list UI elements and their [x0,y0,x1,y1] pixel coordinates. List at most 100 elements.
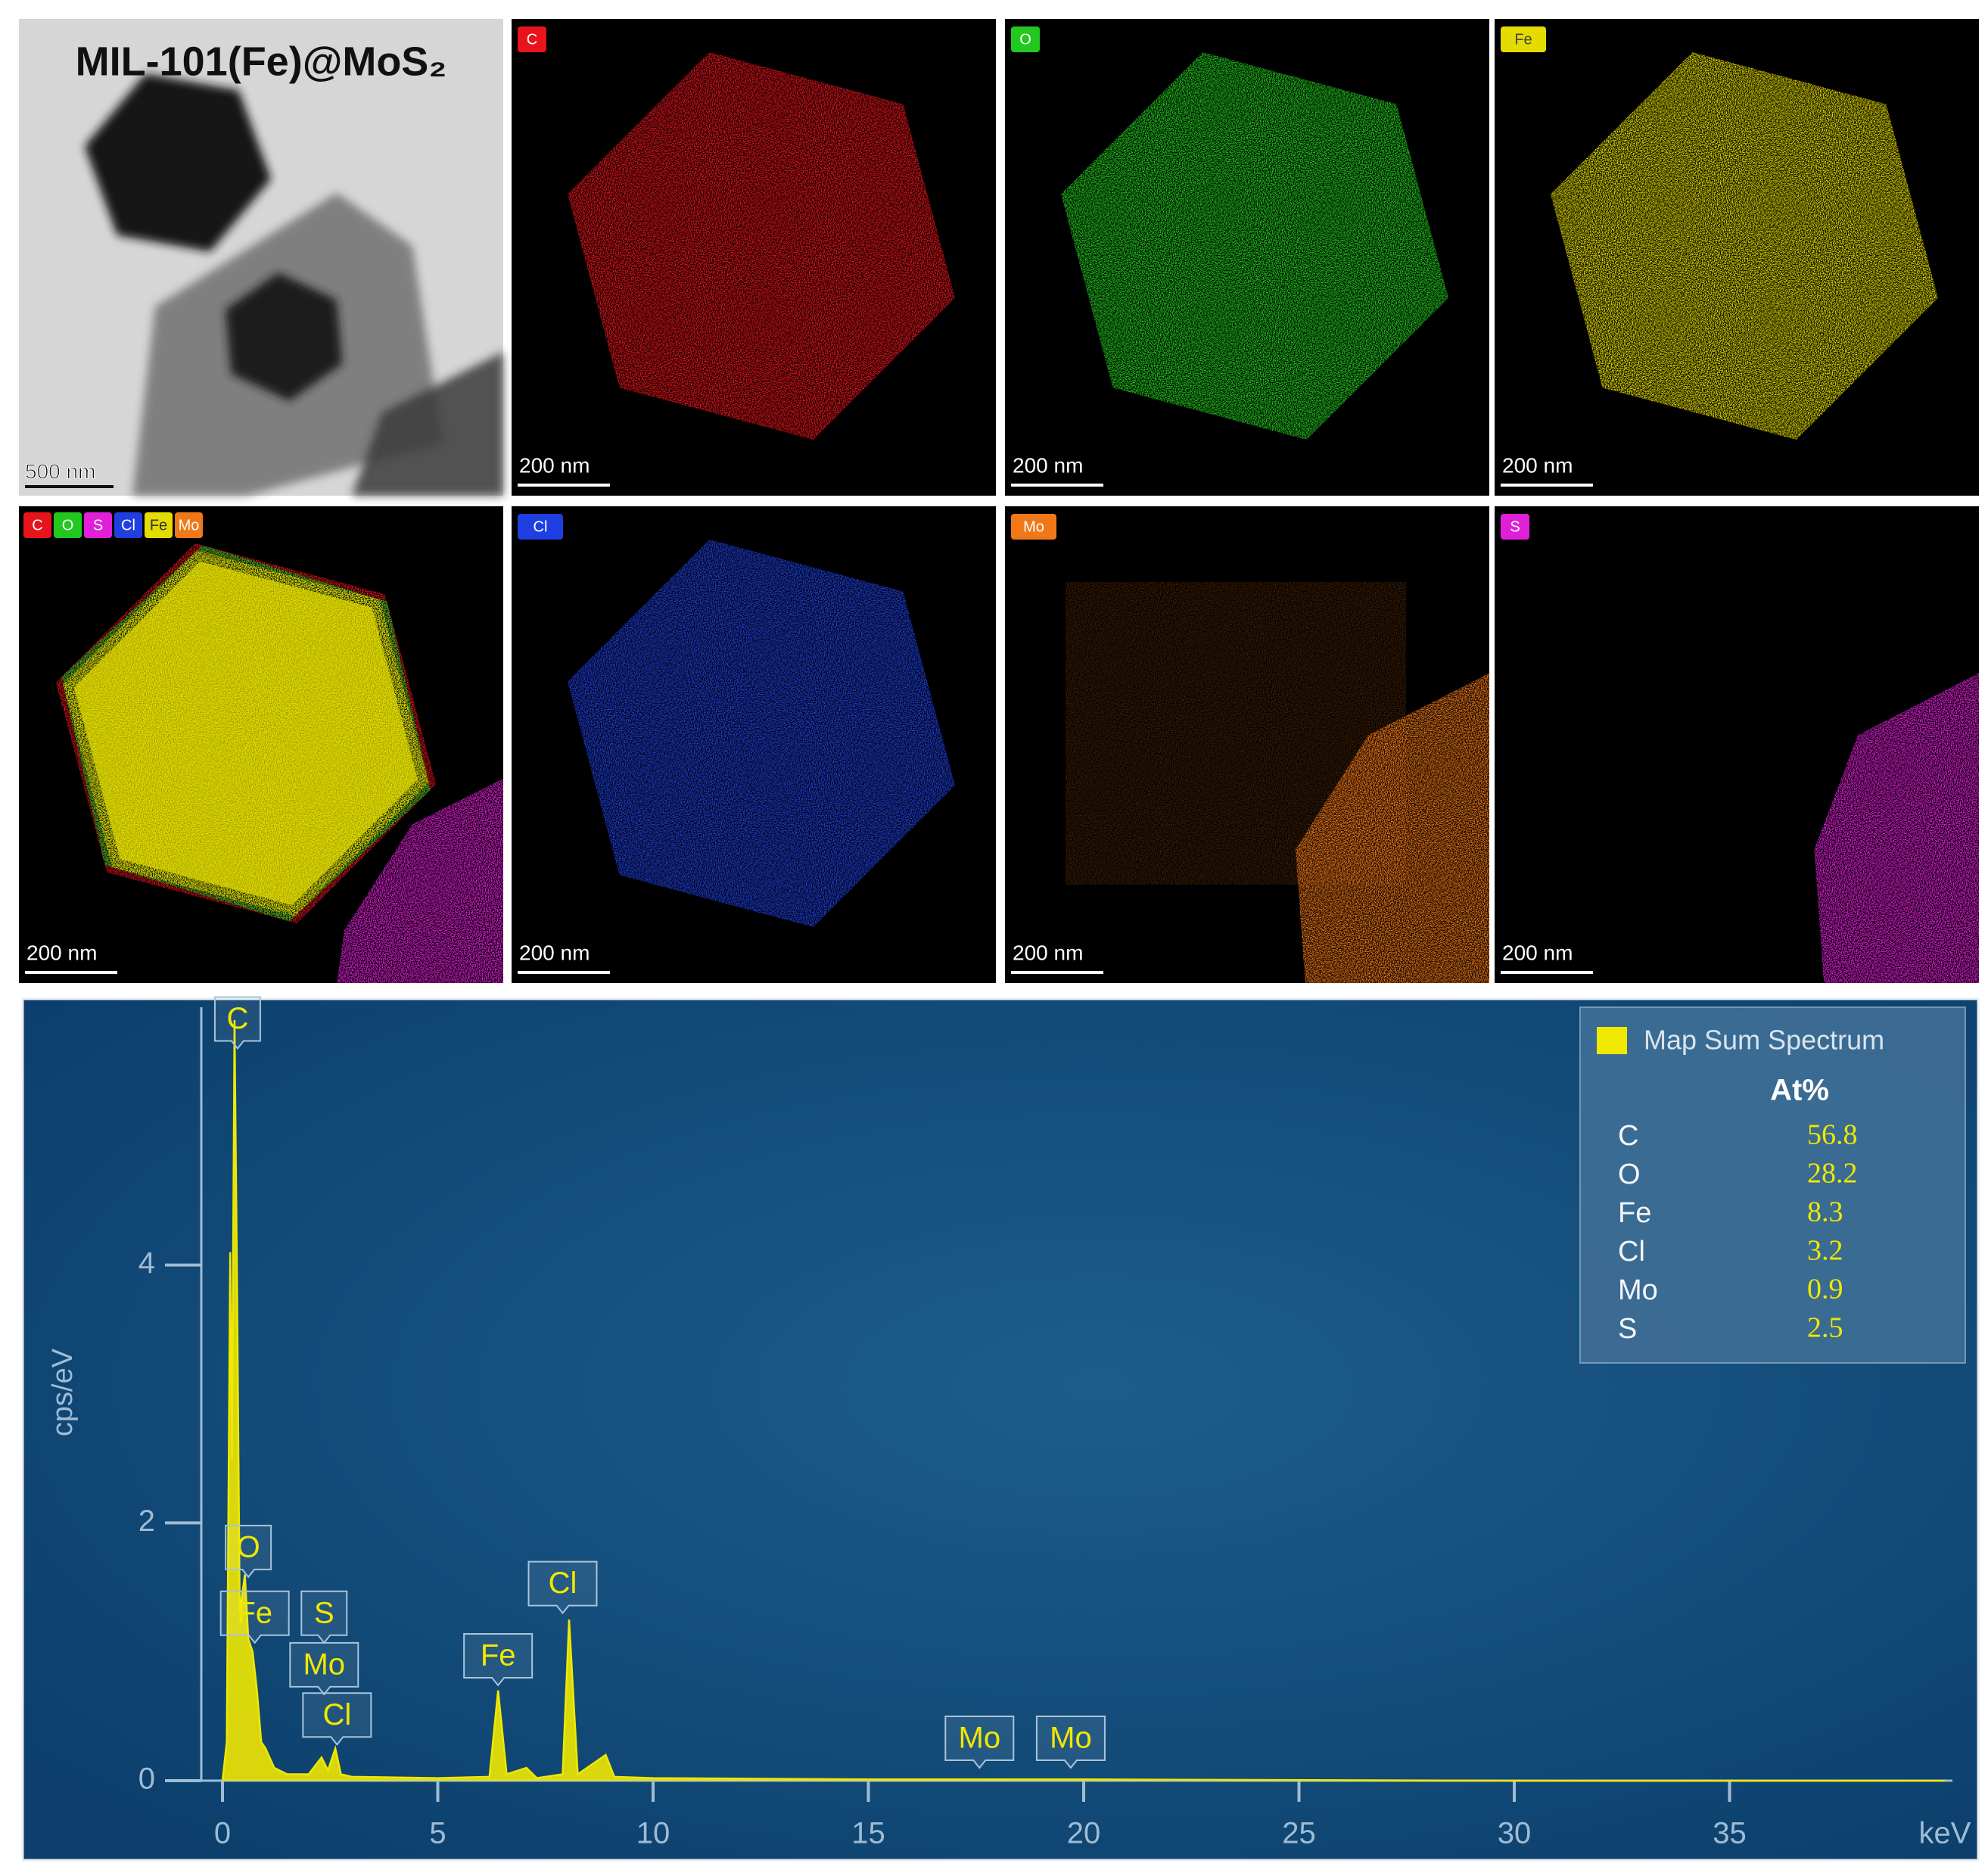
tem-sheet [352,352,503,496]
scale-bar-label: 500 nm [25,459,95,483]
legend-value: 8.3 [1807,1196,1843,1228]
element-region [1061,52,1448,440]
peak-label-box [463,1632,534,1687]
map-panel: O 200 nm [1005,19,1489,496]
peak-label: Mo [959,1722,1001,1755]
element-tag: Mo [1023,518,1044,535]
scale-bar-label: 200 nm [1502,941,1573,964]
peak-label-box [944,1715,1015,1769]
element-tag-box [114,512,142,538]
element-tag-box [1011,514,1056,540]
legend-value: 28.2 [1807,1158,1858,1190]
legend-element: Fe [1618,1197,1651,1229]
scale-bar-label: 200 nm [1502,453,1573,477]
y-axis-label: cps/eV [47,1348,79,1436]
map-panel: C O S Cl Fe Mo 200 nm [19,506,503,983]
peak-label: Mo [1050,1722,1092,1755]
legend-entry: Map Sum Spectrum [1644,1025,1884,1056]
tem-particle [84,73,272,252]
scale-bar-label: 200 nm [519,453,590,477]
element-tag: S [93,517,103,534]
element-tag: Mo [179,517,200,534]
peak-label: Cl [322,1698,351,1731]
element-tag: Cl [121,517,135,534]
peak-label-box [219,1590,290,1644]
legend-value: 56.8 [1807,1119,1858,1151]
map-panel: S 200 nm [1495,506,1979,983]
legend-element: O [1618,1159,1641,1190]
peak-label-box [300,1590,348,1644]
x-tick-label: 15 [851,1817,885,1850]
y-tick-label: 2 [138,1504,155,1538]
element-tag: C [32,517,42,534]
x-tick-label: 0 [214,1817,231,1850]
x-tick-label: 20 [1067,1817,1101,1850]
element-tag-box [1501,26,1546,52]
map-panel: Cl 200 nm [512,506,996,983]
y-tick-label: 4 [138,1246,155,1280]
x-tick-label: 30 [1498,1817,1532,1850]
element-region [1814,673,1979,983]
element-tag-box [23,512,51,538]
element-region [568,52,955,440]
legend-element: Mo [1618,1274,1658,1306]
peak-label-box [527,1560,598,1615]
map-panel: Fe 200 nm [1495,19,1979,496]
peak-label: S [314,1596,334,1629]
sparse-signal [1066,582,1406,885]
element-tag: Fe [1514,31,1532,48]
scale-bar-label: 200 nm [26,941,97,964]
peak-label-box [225,1524,272,1579]
element-tag: C [527,31,537,48]
map-panel: C 200 nm [512,19,996,496]
element-region [74,562,418,905]
spectrum-line [221,1019,1945,1782]
peak-label: O [237,1530,260,1563]
element-tag: Cl [534,518,548,535]
panel-title: MIL-101(Fe)@MoS₂ [76,39,447,84]
element-region [1551,52,1938,440]
peak-label-box [1035,1715,1106,1769]
peak-label-box [213,996,261,1050]
legend-box [1579,1007,1966,1364]
scale-bar-label: 200 nm [519,941,590,964]
legend-value: 2.5 [1807,1312,1843,1344]
element-tag-box [518,514,563,540]
element-tag-box [84,512,112,538]
element-tag-box [54,512,82,538]
x-tick-label: 25 [1282,1817,1316,1850]
element-tag: S [1510,518,1520,535]
peak-label: Fe [481,1639,516,1672]
peak-label: Fe [237,1596,272,1629]
peak-label-box [289,1641,359,1696]
legend-element: S [1618,1313,1637,1345]
x-axis-label: keV [1919,1817,1971,1850]
legend-swatch [1597,1027,1627,1054]
scale-bar-label: 200 nm [1013,941,1083,964]
element-region [568,540,955,927]
tem-particle [226,272,342,401]
element-tag-box [518,26,546,52]
peak-label-box [302,1692,372,1746]
legend-element: C [1618,1120,1638,1152]
legend-element: Cl [1618,1236,1645,1268]
legend-header: At% [1770,1074,1829,1107]
element-tag-box [1011,26,1040,52]
peak-label: Cl [549,1567,577,1600]
panels: MIL-101(Fe)@MoS₂ 500 nm C 200 nm O 200 nm Fe 20… [19,19,1979,983]
element-region [337,779,503,983]
x-tick-label: 5 [429,1817,446,1850]
x-tick-label: 10 [636,1817,670,1850]
peak-label: C [226,1002,248,1035]
element-tag-box [145,512,173,538]
legend-value: 3.2 [1807,1235,1843,1267]
x-tick-label: 35 [1713,1817,1747,1850]
element-tag-box [175,512,203,538]
scale-bar-label: 200 nm [1013,453,1083,477]
map-panel: Mo 200 nm [1005,506,1489,983]
element-tag: Fe [150,517,167,534]
legend-value: 0.9 [1807,1274,1843,1305]
